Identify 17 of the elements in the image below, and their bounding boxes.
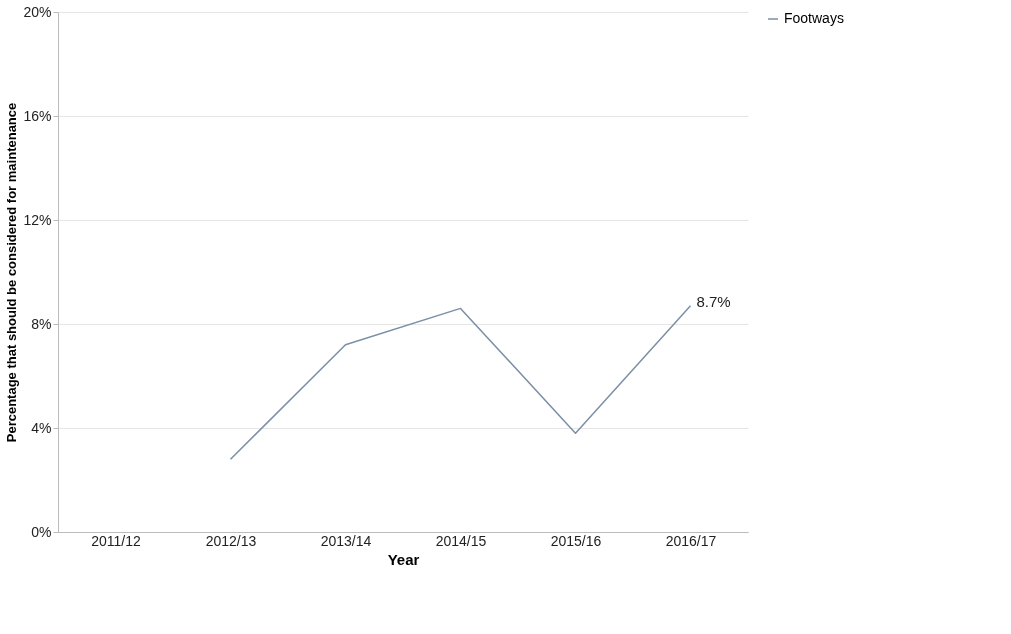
x-tick-label: 2014/15 <box>435 532 487 549</box>
x-axis-title: Year <box>387 550 420 568</box>
data-label: 8.7% <box>696 292 731 310</box>
y-axis-title: Percentage that should be considered for maintenance <box>4 102 20 443</box>
y-tick-label: 8% <box>31 315 52 332</box>
y-tick-label: 4% <box>31 419 52 436</box>
x-tick-label: 2012/13 <box>205 532 257 549</box>
legend-label: Footways <box>784 10 844 26</box>
x-tick-label: 2011/12 <box>91 532 141 549</box>
y-tick-label: 16% <box>23 107 52 124</box>
y-tick-label: 12% <box>23 211 52 228</box>
y-tick-label: 20% <box>23 3 52 20</box>
y-tick-label: 0% <box>31 523 52 540</box>
line-series <box>229 305 692 460</box>
x-tick-label: 2015/16 <box>550 532 602 549</box>
x-tick-label: 2013/14 <box>320 532 372 549</box>
x-tick-label: 2016/17 <box>665 532 717 549</box>
